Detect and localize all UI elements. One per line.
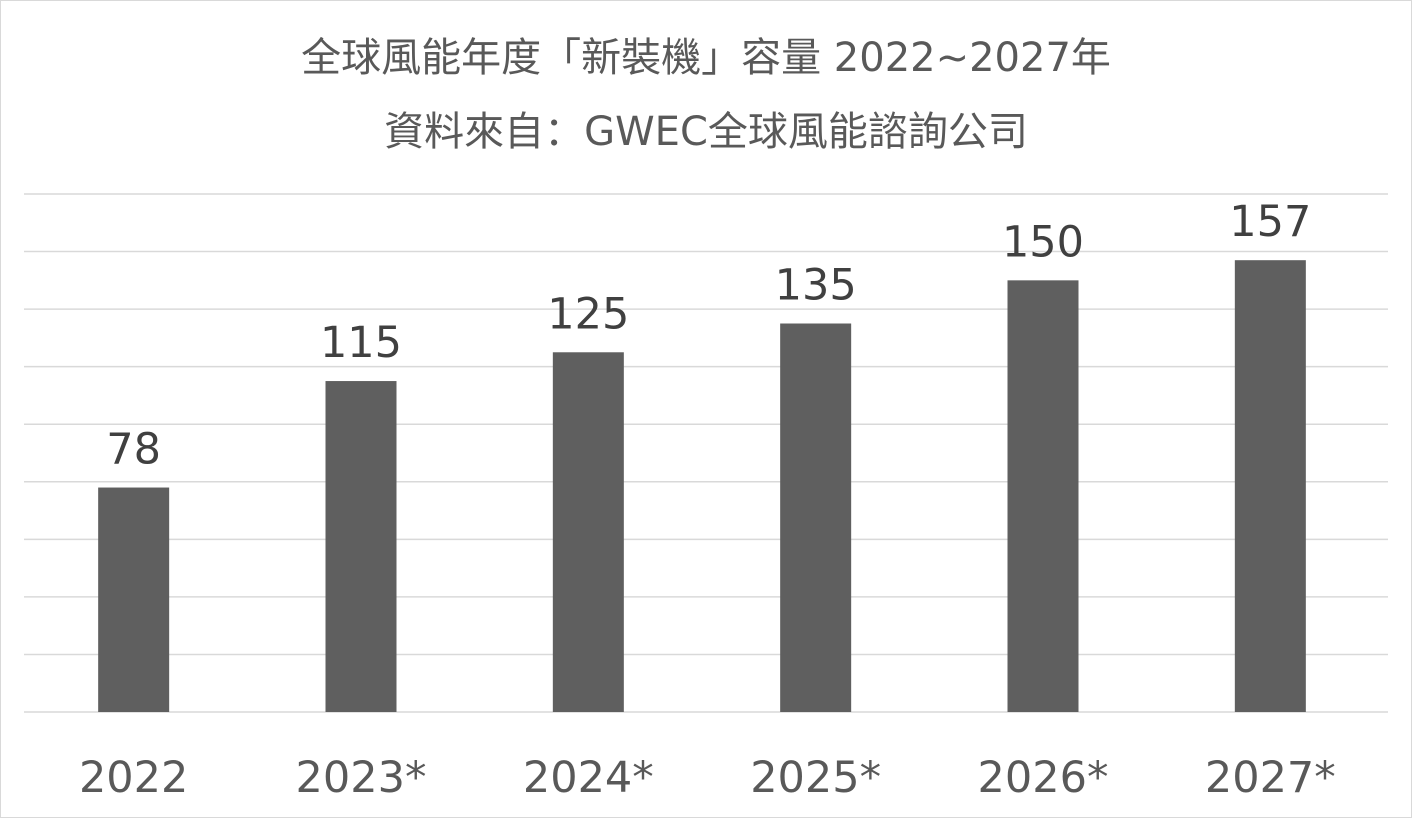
x-tick-label-2024: 2024* [523,753,654,803]
bar-2023 [325,381,397,712]
data-label-2022: 78 [106,425,161,475]
data-label-2026: 150 [1002,217,1084,267]
x-tick-label-2022: 2022 [79,753,188,803]
x-tick-label-2027: 2027* [1205,753,1336,803]
data-label-2023: 115 [320,318,402,368]
x-tick-label-2023: 2023* [296,753,427,803]
data-label-2027: 157 [1229,197,1311,247]
bar-2022 [98,487,170,712]
chart-subtitle: 資料來自：GWEC全球風能諮詢公司 [384,109,1028,155]
bar-2024 [552,352,624,712]
x-tick-label-2026: 2026* [978,753,1109,803]
chart-title: 全球風能年度「新裝機」容量 2022~2027年 [301,35,1111,81]
bar-2026 [1007,280,1079,712]
data-label-2024: 125 [547,289,629,339]
data-label-2025: 135 [775,261,857,311]
bar-2025 [780,323,852,712]
x-tick-label-2025: 2025* [750,753,881,803]
bar-2027 [1234,260,1306,712]
